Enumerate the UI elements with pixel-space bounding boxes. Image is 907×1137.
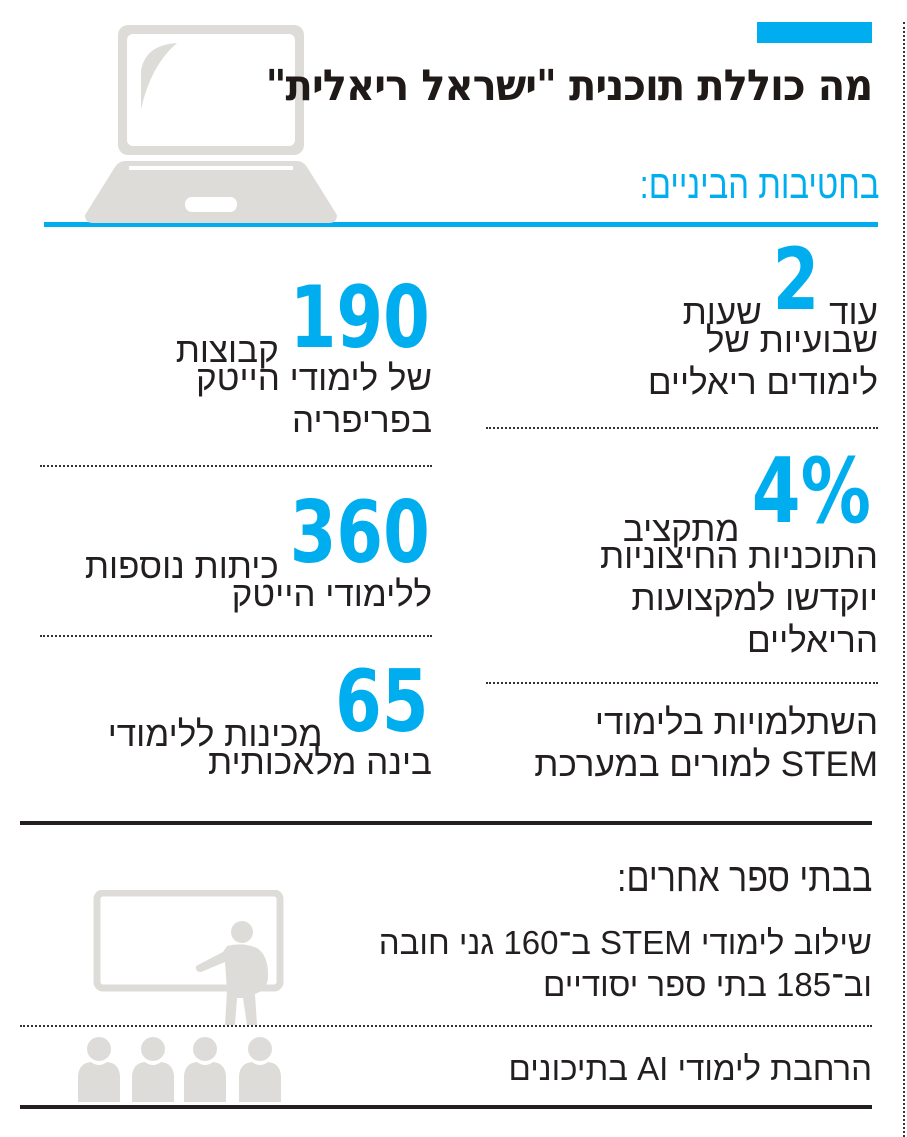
stat-hitech-groups: 190 קבוצות של לימודי הייטק בפריפריה (32, 268, 432, 442)
section-heading-other-schools: בבתי ספר אחרים: (616, 856, 872, 900)
stat-line: של לימודי הייטק (196, 359, 432, 398)
stat-suffix: מכינות ללימודי (107, 715, 323, 754)
stat-line: התוכניות החיצוניות (599, 537, 878, 576)
stat-additional-classes: 360 כיתות נוספות ללימודי הייטק (12, 483, 432, 616)
teacher-classroom-icon (78, 890, 284, 1102)
other-schools-item-ai-high-schools: הרחבת לימודי AI בתיכונים (312, 1048, 873, 1090)
item-line: וב־185 בתי ספר יסודיים (543, 966, 872, 1003)
stat-budget-percent: 4% מתקציב התוכניות החיצוניות יוקדשו למקצ… (478, 439, 878, 662)
stat-number: 4% (751, 439, 872, 544)
stat-ai-prep-programs: 65 מכינות ללימודי בינה מלאכותית (12, 652, 432, 784)
bottom-divider-black (20, 1105, 872, 1109)
dotted-separator (40, 635, 432, 637)
page-title: מה כוללת תוכנית "ישראל ריאלית" (265, 61, 873, 111)
item-line: הרחבת לימודי AI בתיכונים (508, 1050, 873, 1087)
laptop-icon (85, 25, 337, 223)
stat-line: STEM למורים במערכת (534, 745, 878, 784)
stat-teacher-training: השתלמויות בלימודי STEM למורים במערכת (478, 702, 878, 786)
stat-suffix: מתקציב (622, 510, 740, 549)
stat-weekly-hours: עוד 2 שעות שבועיות של לימודים ריאליים (478, 230, 878, 404)
section-heading-middle-school: בחטיבות הביניים: (639, 163, 879, 207)
stat-prefix: עוד (829, 293, 878, 332)
stat-line: בינה מלאכותית (208, 743, 432, 782)
stat-line: בפריפריה (292, 401, 432, 440)
stat-line: לימודים ריאליים (647, 363, 878, 402)
dotted-separator (486, 427, 878, 429)
stat-line: שבועיות של (705, 321, 878, 360)
stat-suffix: שעות (682, 293, 762, 332)
item-line: שילוב לימודי STEM ב־160 גני חובה (378, 924, 872, 961)
stat-line: השתלמויות בלימודי (594, 703, 878, 742)
stat-number: 360 (290, 483, 431, 583)
dotted-separator (20, 1025, 872, 1027)
section-divider-black (20, 821, 872, 825)
stat-number: 65 (335, 652, 429, 752)
section-divider-blue (44, 222, 878, 227)
dotted-separator (486, 682, 878, 684)
page-edge-dotted-border (903, 22, 905, 1137)
accent-bar (757, 22, 872, 43)
stat-line: ללימודי הייטק (231, 575, 432, 614)
other-schools-item-stem-kindergartens: שילוב לימודי STEM ב־160 גני חובה וב־185 … (312, 922, 872, 1006)
stat-line: הריאליים (746, 621, 878, 660)
stat-suffix: כיתות נוספות (84, 547, 279, 586)
stat-number: 2 (772, 230, 819, 330)
stat-line: יוקדשו למקצועות (631, 579, 878, 618)
stat-number: 190 (290, 268, 431, 368)
dotted-separator (40, 465, 432, 467)
stat-suffix: קבוצות (175, 331, 279, 370)
